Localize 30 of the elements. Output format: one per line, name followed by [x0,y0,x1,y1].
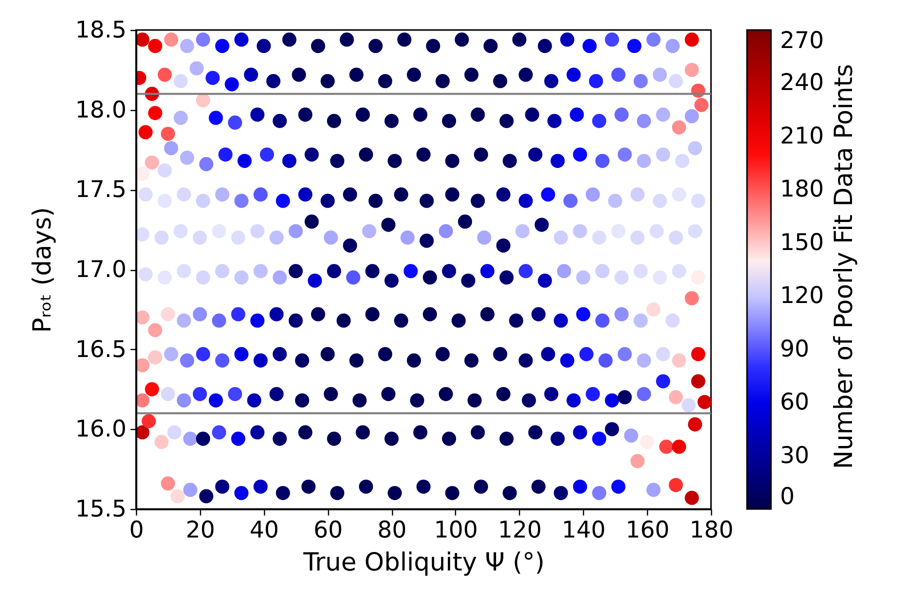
y-tick-label: 16.5 [75,336,126,363]
color-bar-label: 0 [780,484,795,510]
color-bar-label: 240 [780,70,824,96]
x-axis-title: True Obliquity Ψ (°) [302,548,545,576]
x-tick-label: 140 [562,518,606,544]
y-tick-label: 18.0 [75,97,126,124]
color-bar-title: Number of Poorly Fit Data Points [829,64,858,470]
x-tick-label: 80 [377,518,407,544]
x-tick-label: 120 [498,518,542,544]
color-bar-label: 180 [780,176,824,203]
color-bar-label: 150 [780,230,824,256]
x-tick-label: 40 [250,518,279,544]
y-tick-label: 18.5 [75,18,126,44]
y-tick-label: 17.0 [75,257,126,283]
color-bar-label: 60 [780,390,810,416]
y-tick-label: 16.0 [75,416,126,443]
color-bar-label: 30 [780,442,810,469]
color-bar-label: 270 [780,28,824,54]
x-tick-label: 0 [129,518,144,544]
x-tick-label: 20 [186,518,216,544]
x-tick-label: 160 [626,518,670,544]
y-tick-label: 15.5 [75,496,126,522]
color-bar-label: 90 [780,336,810,362]
x-tick-label: 180 [690,518,734,544]
y-tick-label: 17.5 [75,177,126,204]
color-bar-label: 210 [780,123,824,150]
y-axis-title: Pᵣₒₜ (days) [27,207,56,333]
color-bar-label: 120 [780,283,824,310]
x-tick-label: 60 [314,518,343,544]
x-tick-label: 100 [434,518,478,544]
